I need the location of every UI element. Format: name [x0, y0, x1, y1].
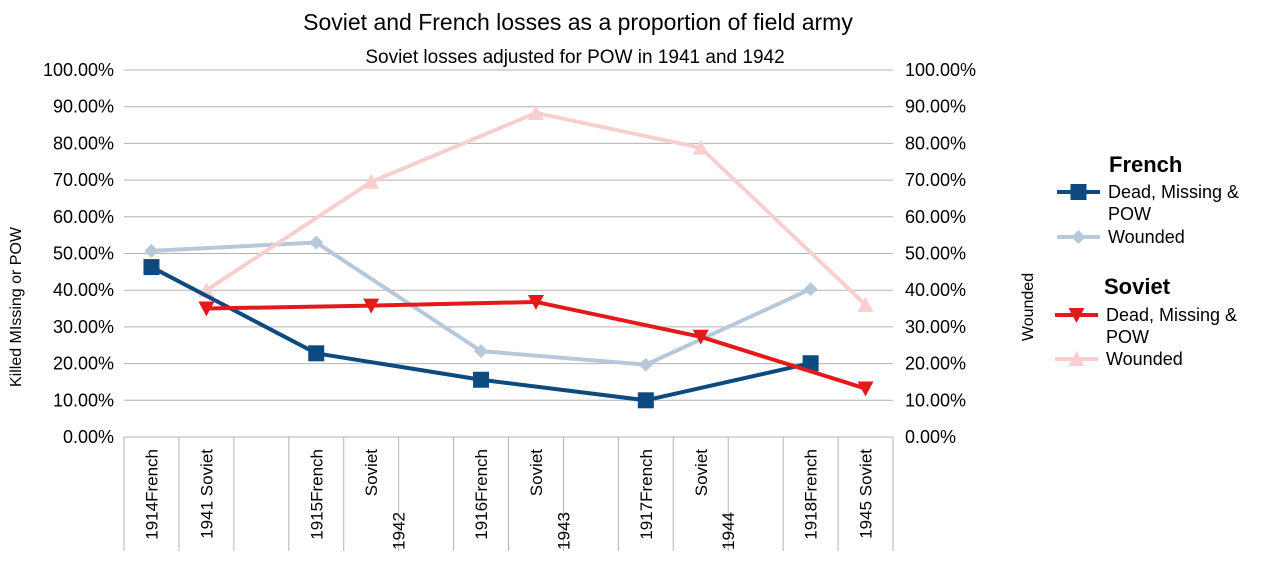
right-tick-label: 90.00% — [905, 97, 966, 117]
right-tick-label: 70.00% — [905, 170, 966, 190]
data-point — [473, 371, 490, 388]
data-point — [527, 104, 544, 120]
data-point — [638, 357, 653, 372]
chart-title: Soviet and French losses as a proportion… — [303, 9, 853, 35]
series-line — [205, 110, 867, 307]
category-label: 1945 Soviet — [857, 449, 876, 539]
legend-label: Wounded — [1108, 227, 1185, 247]
legend-label: POW — [1106, 327, 1149, 347]
data-point — [803, 282, 818, 297]
right-tick-label: 100.00% — [905, 60, 976, 80]
data-point — [857, 381, 874, 397]
data-point — [637, 392, 654, 409]
right-tick-label: 10.00% — [905, 390, 966, 410]
category-label: 1917French — [637, 449, 656, 540]
category-label: 1916French — [472, 449, 491, 540]
right-tick-label: 60.00% — [905, 207, 966, 227]
legend-group-french: French Dead, Missing &POW Wounded — [1057, 152, 1239, 247]
right-tick-label: 20.00% — [905, 354, 966, 374]
left-tick-label: 70.00% — [53, 170, 114, 190]
left-tick-label: 0.00% — [63, 427, 114, 447]
left-axis-ticks: 0.00% 10.00% 20.00% 30.00% 40.00% 50.00% 60.00… — [43, 60, 114, 447]
category-label: 1943 — [554, 512, 573, 550]
category-label: 1941 Soviet — [197, 449, 216, 539]
category-label: 1942 — [390, 512, 409, 550]
right-tick-label: 0.00% — [905, 427, 956, 447]
left-tick-label: 30.00% — [53, 317, 114, 337]
right-axis-title: Wounded — [1020, 273, 1037, 341]
data-point — [143, 259, 160, 276]
category-axis: 1914French 1941 Soviet 1915French Soviet 194… — [123, 436, 894, 551]
legend-label: Dead, Missing & — [1108, 182, 1239, 202]
data-point — [363, 173, 380, 189]
data-point — [692, 329, 709, 345]
left-tick-label: 100.00% — [43, 60, 114, 80]
left-axis-title: Killed MIssing or POW — [8, 226, 25, 387]
legend-swatch-marker — [1071, 230, 1086, 244]
right-tick-label: 50.00% — [905, 244, 966, 264]
legend-swatch-marker — [1068, 308, 1085, 323]
category-label: Soviet — [362, 449, 381, 497]
data-point — [198, 301, 215, 317]
left-tick-label: 10.00% — [53, 390, 114, 410]
left-tick-label: 40.00% — [53, 280, 114, 300]
data-point — [144, 243, 159, 258]
data-point — [802, 355, 819, 372]
left-tick-label: 50.00% — [53, 244, 114, 264]
right-tick-label: 80.00% — [905, 133, 966, 153]
data-point — [527, 294, 544, 310]
data-point — [309, 235, 324, 250]
data-point — [308, 345, 325, 362]
series-soviet-wounded — [198, 104, 874, 312]
category-label: Soviet — [527, 449, 546, 497]
category-label: 1944 — [719, 512, 738, 550]
right-tick-label: 40.00% — [905, 280, 966, 300]
legend-label: Dead, Missing & — [1106, 305, 1237, 325]
gridlines — [124, 69, 893, 438]
legend-label: Wounded — [1106, 349, 1183, 369]
right-axis-ticks: 0.00% 10.00% 20.00% 30.00% 40.00% 50.00% 60.00… — [905, 60, 976, 447]
left-tick-label: 90.00% — [53, 97, 114, 117]
data-point — [857, 296, 874, 312]
category-label: 1915French — [307, 449, 326, 540]
left-tick-label: 60.00% — [53, 207, 114, 227]
legend-group-title: French — [1109, 152, 1182, 177]
legend-group-title: Soviet — [1104, 274, 1171, 299]
category-label: Soviet — [692, 449, 711, 497]
data-point — [474, 344, 489, 359]
series-soviet-dead-missing-pow — [198, 294, 874, 397]
series-layer — [143, 104, 874, 409]
legend-swatch-marker — [1068, 351, 1085, 366]
category-label: 1918French — [802, 449, 821, 540]
legend-label: POW — [1108, 204, 1151, 224]
left-tick-label: 20.00% — [53, 354, 114, 374]
legend-swatch-marker — [1070, 184, 1087, 200]
category-label: 1914French — [142, 449, 161, 540]
right-tick-label: 30.00% — [905, 317, 966, 337]
series-french-dead-missing-pow — [143, 259, 819, 409]
data-point — [363, 298, 380, 314]
series-line — [206, 299, 867, 391]
chart-subtitle: Soviet losses adjusted for POW in 1941 a… — [365, 47, 784, 68]
left-tick-label: 80.00% — [53, 133, 114, 153]
data-point — [692, 139, 709, 155]
